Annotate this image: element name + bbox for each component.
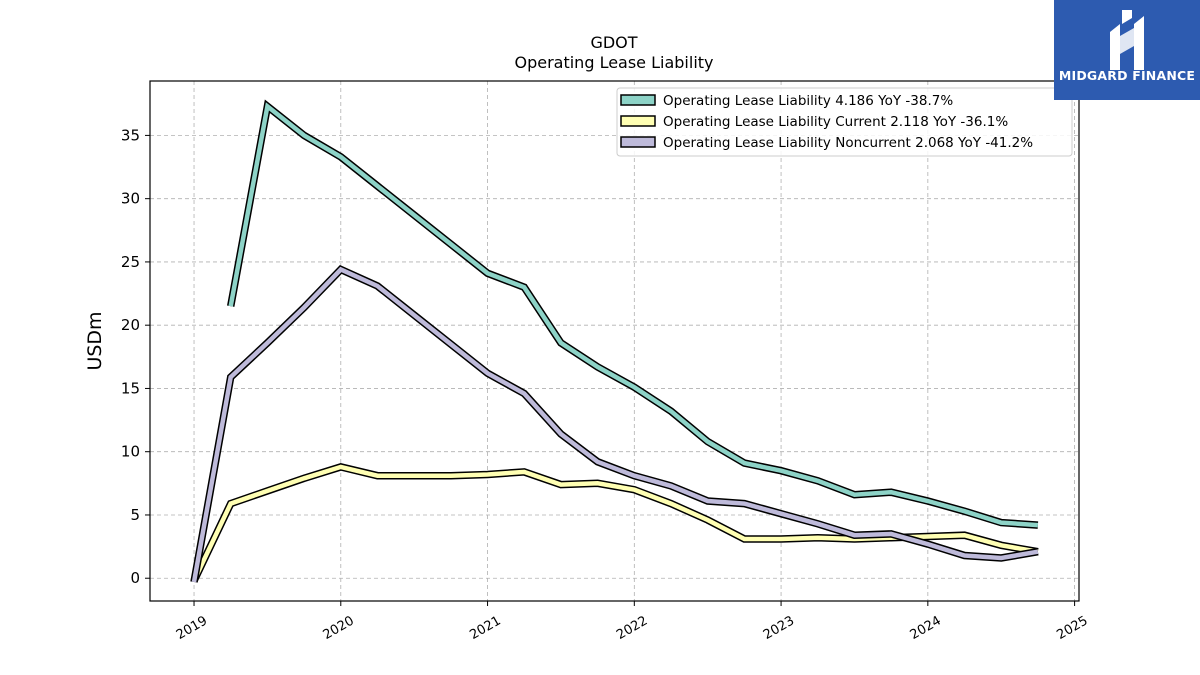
midgard-finance-logo: MIDGARD FINANCE — [1054, 0, 1200, 100]
y-tick-label: 25 — [121, 253, 140, 271]
chart-title: GDOT — [590, 33, 637, 52]
y-tick-label: 15 — [121, 379, 140, 397]
legend-swatch — [620, 94, 656, 106]
legend-swatch — [620, 115, 656, 127]
y-tick-label: 35 — [121, 126, 140, 144]
x-tick-label: 2023 — [761, 613, 797, 643]
series-line-1 — [227, 99, 1039, 529]
x-tick-label: 2022 — [614, 613, 650, 643]
y-tick-label: 0 — [130, 569, 140, 587]
x-tick-label: 2025 — [1054, 613, 1090, 643]
legend-entry-label: Operating Lease Liability Current 2.118 … — [663, 114, 1008, 130]
series-outline — [190, 463, 1039, 583]
series-line-3 — [190, 264, 1039, 583]
legend: Operating Lease Liability 4.186 YoY -38.… — [616, 87, 1073, 157]
logo-text: MIDGARD FINANCE — [1058, 68, 1196, 83]
plot-area-frame — [149, 80, 1080, 602]
legend-swatch — [620, 136, 656, 148]
chart-subtitle: Operating Lease Liability — [514, 53, 713, 72]
x-axis: 2019 2020 2021 2022 2023 2024 2025 — [174, 601, 1091, 643]
legend-box — [616, 87, 1073, 157]
y-axis: 0 5 10 15 20 25 30 35 — [121, 126, 150, 587]
x-tick-label: 2019 — [174, 613, 210, 643]
midgard-finance-logo-icon — [1110, 10, 1144, 70]
series-stroke — [191, 266, 1039, 583]
y-tick-label: 30 — [121, 190, 140, 208]
grid-lines — [150, 81, 1079, 601]
x-tick-label: 2020 — [321, 613, 357, 643]
x-tick-label: 2021 — [467, 613, 503, 643]
x-tick-label: 2024 — [908, 613, 944, 643]
y-tick-label: 10 — [121, 443, 140, 461]
legend-entry-label: Operating Lease Liability 4.186 YoY -38.… — [663, 93, 953, 109]
y-tick-label: 5 — [130, 506, 140, 524]
series-layer — [190, 99, 1039, 583]
y-tick-label: 20 — [121, 316, 140, 334]
series-line-2 — [190, 463, 1039, 583]
legend-entry-label: Operating Lease Liability Noncurrent 2.0… — [663, 135, 1033, 151]
series-stroke — [228, 102, 1039, 528]
y-axis-label: USDm — [84, 311, 106, 370]
